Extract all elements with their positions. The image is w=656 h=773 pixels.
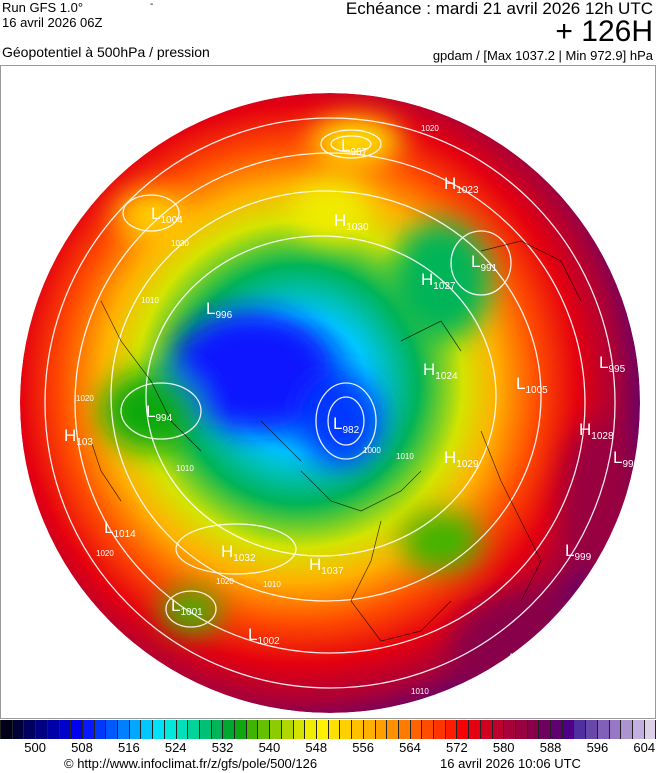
colorbar-swatch (328, 720, 341, 739)
run-date: 16 avril 2026 06Z (2, 15, 103, 30)
isobar-label: 1030 (171, 239, 189, 248)
colorbar-swatch (586, 720, 598, 739)
colorbar-swatch (539, 720, 552, 739)
colorbar-swatch (293, 720, 306, 739)
colorbar-tick-label: 500 (24, 740, 46, 755)
colorbar-swatch (153, 720, 165, 739)
colorbar-swatch (316, 720, 329, 739)
colorbar-tick-label: 596 (586, 740, 609, 755)
colorbar (0, 720, 656, 739)
colorbar-tick-label: 572 (445, 740, 468, 755)
isobar-label: 1010 (263, 580, 281, 589)
colorbar-ticks: 500 508 516 524 532 540 548 556 564 572 580 588 596 6… (0, 741, 656, 755)
isobar-label: 1020 (216, 577, 234, 586)
colorbar-swatch (94, 720, 107, 739)
isobar-label: 1020 (96, 549, 114, 558)
colorbar-swatch (644, 720, 656, 739)
colorbar-swatch (129, 720, 142, 739)
colorbar-swatch (504, 720, 516, 739)
colorbar-swatch (36, 720, 48, 739)
colorbar-swatch (12, 720, 25, 739)
isobar-label: 1010 (176, 464, 194, 473)
isobar-label: 1020 (76, 394, 94, 403)
forecast-valid-time: Echéance : mardi 21 avril 2026 12h UTC (345, 0, 653, 18)
colorbar-swatch (0, 720, 13, 739)
colorbar-swatch (562, 720, 575, 739)
lead-time: + 126H (555, 15, 653, 48)
colorbar-swatch (47, 720, 60, 739)
colorbar-tick-label: 564 (399, 740, 421, 755)
colorbar-swatch (211, 720, 224, 739)
colorbar-swatch (340, 720, 353, 739)
colorbar-swatch (199, 720, 212, 739)
colorbar-swatch (387, 720, 399, 739)
colorbar-tick-label: 604 (633, 740, 656, 755)
run-model: Run GFS 1.0° (2, 0, 84, 15)
colorbar-swatch (574, 720, 587, 739)
colorbar-swatch (445, 720, 458, 739)
colorbar-swatch (527, 720, 540, 739)
colorbar-swatch (621, 720, 633, 739)
colorbar-tick-label: 588 (539, 740, 562, 755)
colorbar-swatch (398, 720, 411, 739)
colorbar-swatch (352, 720, 364, 739)
separator-dash: - (150, 0, 154, 10)
colorbar-tick-label: 540 (258, 740, 281, 755)
parameter-title: Géopotentiel à 500hPa / pression (2, 44, 210, 60)
isobar-label: 1020 (421, 124, 439, 133)
colorbar-swatch (59, 720, 72, 739)
colorbar-swatch (422, 720, 435, 739)
colorbar-tick-label: 508 (71, 740, 93, 755)
isobar-label: 1010 (411, 687, 429, 696)
map-frame: L967 H1023 L1004 H1030 L991 H1027 L996 H1024 L99… (0, 65, 656, 719)
colorbar-swatch (281, 720, 294, 739)
colorbar-swatch (106, 720, 119, 739)
colorbar-swatch (632, 720, 645, 739)
colorbar-swatch (469, 720, 481, 739)
colorbar-swatch (609, 720, 622, 739)
colorbar-swatch (515, 720, 528, 739)
high-pressure-center: H (509, 650, 521, 669)
isobar-label: 1010 (226, 84, 244, 93)
colorbar-swatch (188, 720, 200, 739)
colorbar-swatch (597, 720, 610, 739)
units-range: gpdam / [Max 1037.2 | Min 972.9] hPa (432, 48, 653, 63)
colorbar-tick-label: 556 (352, 740, 374, 755)
colorbar-tick-label: 548 (305, 740, 328, 755)
copyright-url: © http://www.infoclimat.fr/z/gfs/pole/50… (64, 756, 318, 771)
colorbar-swatch (82, 720, 95, 739)
colorbar-swatch (363, 720, 376, 739)
colorbar-swatch (551, 720, 563, 739)
colorbar-tick-label: 524 (164, 740, 187, 755)
generation-time: 16 avril 2026 10:06 UTC (440, 756, 581, 771)
colorbar-swatch (492, 720, 505, 739)
isobar-label: 1000 (363, 446, 381, 455)
colorbar-swatch (375, 720, 388, 739)
colorbar-swatch (434, 720, 446, 739)
colorbar-swatch (270, 720, 282, 739)
colorbar-swatch (118, 720, 130, 739)
colorbar-swatch (410, 720, 423, 739)
isobar-label: 1010 (141, 296, 159, 305)
colorbar-swatch (164, 720, 177, 739)
colorbar-swatch (305, 720, 317, 739)
colorbar-swatch (457, 720, 470, 739)
isobar-label: 1010 (396, 452, 414, 461)
colorbar-swatch (480, 720, 493, 739)
colorbar-swatch (235, 720, 247, 739)
colorbar-swatch (258, 720, 271, 739)
colorbar-swatch (176, 720, 189, 739)
colorbar-swatch (246, 720, 259, 739)
colorbar-tick-label: 580 (492, 740, 515, 755)
colorbar-tick-label: 532 (211, 740, 234, 755)
colorbar-tick-label: 516 (117, 740, 140, 755)
colorbar-swatch (24, 720, 37, 739)
colorbar-swatch (71, 720, 83, 739)
colorbar-swatch (141, 720, 154, 739)
colorbar-swatch (223, 720, 236, 739)
